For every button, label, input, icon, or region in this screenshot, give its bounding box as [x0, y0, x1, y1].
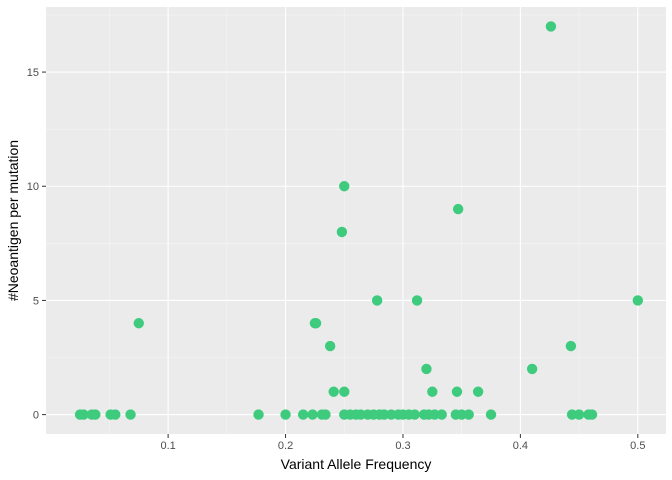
data-point: [452, 203, 464, 215]
data-point: [427, 386, 438, 397]
minor-gridlines: [46, 7, 666, 434]
data-point: [586, 409, 598, 420]
data-points: [74, 21, 644, 420]
data-point: [336, 226, 348, 238]
data-point: [90, 409, 101, 420]
data-point: [328, 386, 339, 397]
data-point: [371, 295, 383, 306]
data-point: [411, 295, 423, 306]
data-point: [307, 409, 318, 420]
major-gridlines: [46, 7, 666, 434]
data-point: [451, 386, 463, 397]
data-point: [339, 181, 350, 192]
data-point: [472, 386, 484, 397]
x-axis-title: Variant Allele Frequency: [281, 456, 432, 472]
data-point: [253, 409, 264, 420]
x-tick-label: 0.3: [395, 440, 410, 452]
data-point: [324, 340, 336, 352]
data-point: [409, 409, 420, 420]
data-point: [310, 318, 322, 329]
data-point: [421, 363, 432, 375]
y-tick-label: 5: [33, 295, 39, 307]
y-tick-label: 0: [33, 410, 39, 422]
x-axis-ticks: 0.1 0.2 0.3 0.4 0.5: [160, 434, 645, 452]
x-tick-label: 0.1: [160, 440, 175, 452]
data-point: [125, 409, 136, 420]
data-point: [110, 409, 121, 420]
data-point: [320, 409, 331, 420]
data-point: [632, 295, 644, 306]
data-point: [280, 409, 291, 420]
x-tick-label: 0.4: [513, 440, 528, 452]
data-point: [526, 363, 538, 375]
x-tick-label: 0.5: [630, 440, 645, 452]
data-point: [485, 409, 497, 420]
data-point: [463, 409, 474, 420]
data-point: [339, 386, 350, 397]
data-point: [436, 409, 447, 420]
y-tick-label: 15: [27, 67, 39, 79]
y-axis-title: #Neoantigen per mutation: [5, 140, 21, 301]
data-point: [297, 409, 309, 420]
data-point: [78, 409, 89, 420]
data-point: [545, 21, 557, 32]
data-point: [133, 318, 144, 329]
x-tick-label: 0.2: [278, 440, 293, 452]
plot-panel: [46, 7, 666, 434]
data-point: [565, 340, 577, 352]
data-point: [573, 409, 585, 420]
y-tick-label: 10: [27, 181, 39, 193]
y-axis-ticks: 0 5 10 15: [27, 67, 46, 422]
